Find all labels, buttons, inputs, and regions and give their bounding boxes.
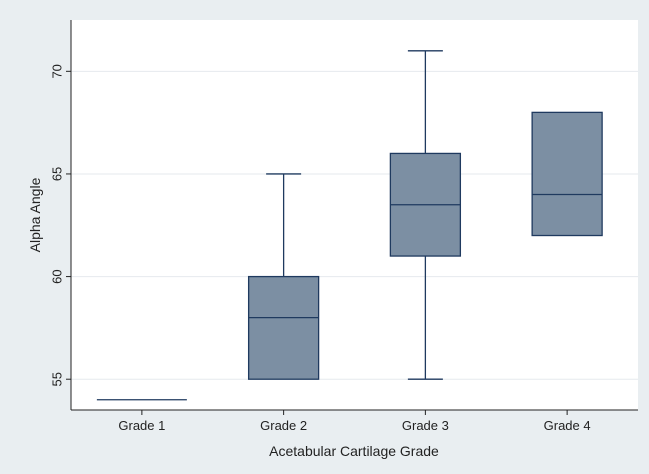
box-grade-3 xyxy=(389,50,462,380)
y-tick-label: 60 xyxy=(49,269,64,283)
x-tick-label: Grade 1 xyxy=(118,418,165,433)
box-grade-2 xyxy=(247,173,320,380)
y-tick-label: 55 xyxy=(49,372,64,386)
x-tick-label: Grade 4 xyxy=(544,418,591,433)
boxes xyxy=(96,50,603,401)
y-tick-label: 70 xyxy=(49,64,64,78)
box-iqr xyxy=(247,275,320,380)
box-iqr xyxy=(531,111,603,237)
x-axis-title: Acetabular Cartilage Grade xyxy=(269,443,439,459)
box-grade-4 xyxy=(531,111,603,237)
x-ticks: Grade 1 Grade 2 Grade 3 Grade 4 xyxy=(118,410,591,433)
x-tick-label: Grade 3 xyxy=(402,418,449,433)
y-ticks: 55 60 65 70 xyxy=(49,64,71,386)
x-tick-label: Grade 2 xyxy=(260,418,307,433)
y-axis-title: Alpha Angle xyxy=(27,177,43,252)
y-tick-label: 65 xyxy=(49,167,64,181)
